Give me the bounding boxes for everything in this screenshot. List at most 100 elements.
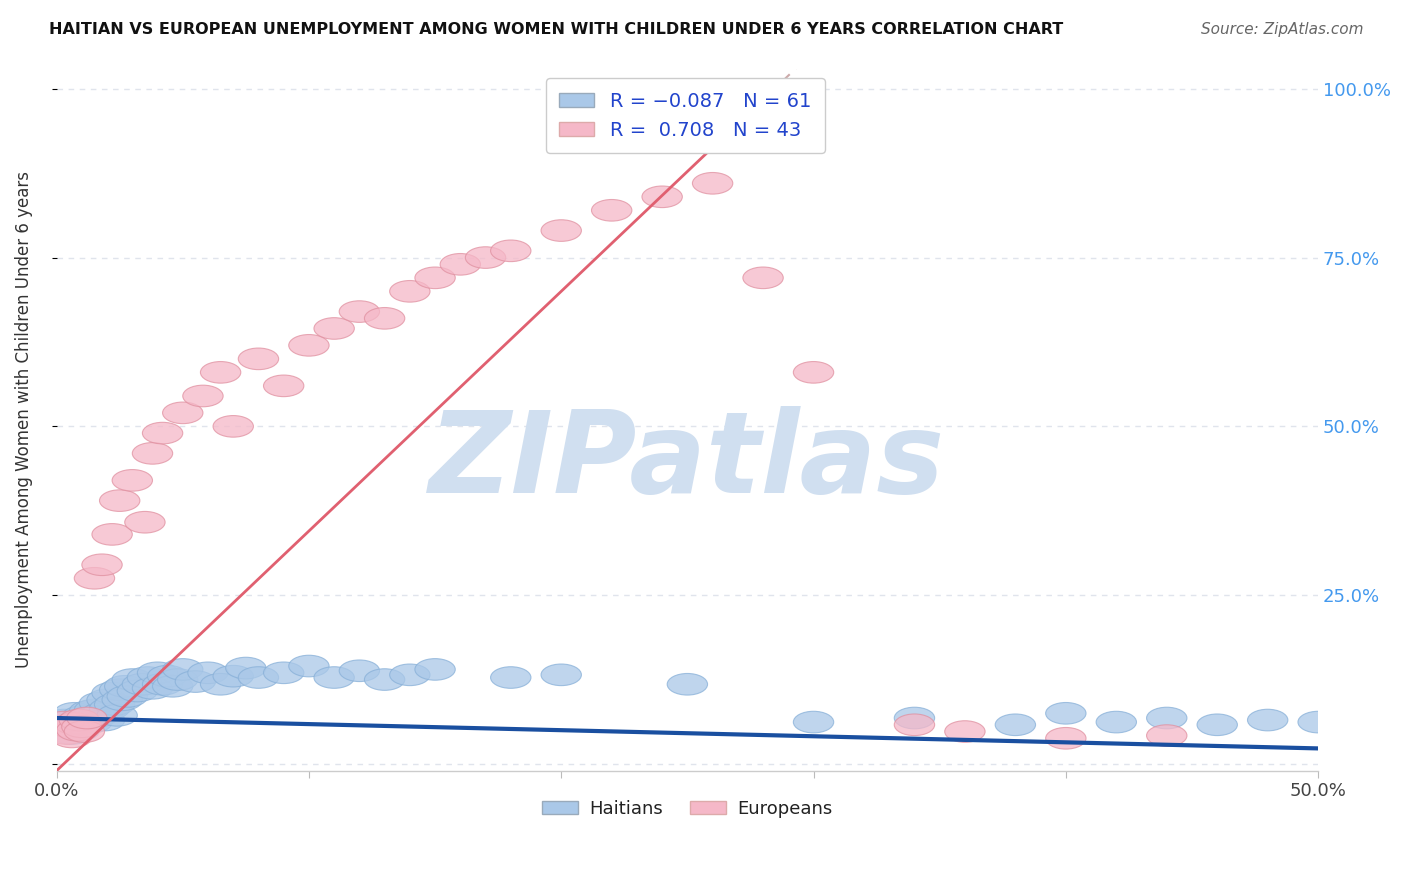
Ellipse shape bbox=[125, 511, 165, 533]
Ellipse shape bbox=[100, 679, 139, 700]
Ellipse shape bbox=[91, 524, 132, 545]
Ellipse shape bbox=[214, 665, 253, 687]
Ellipse shape bbox=[82, 554, 122, 575]
Ellipse shape bbox=[163, 658, 202, 681]
Ellipse shape bbox=[1046, 728, 1085, 749]
Ellipse shape bbox=[59, 719, 100, 741]
Ellipse shape bbox=[66, 707, 107, 729]
Ellipse shape bbox=[945, 721, 986, 742]
Ellipse shape bbox=[465, 247, 506, 268]
Ellipse shape bbox=[157, 669, 198, 690]
Ellipse shape bbox=[238, 666, 278, 689]
Ellipse shape bbox=[87, 689, 128, 711]
Ellipse shape bbox=[56, 719, 97, 741]
Text: ZIPatlas: ZIPatlas bbox=[429, 406, 945, 517]
Ellipse shape bbox=[49, 716, 90, 738]
Ellipse shape bbox=[142, 673, 183, 695]
Ellipse shape bbox=[214, 416, 253, 437]
Ellipse shape bbox=[995, 714, 1036, 736]
Ellipse shape bbox=[339, 660, 380, 681]
Ellipse shape bbox=[53, 703, 94, 724]
Ellipse shape bbox=[44, 709, 84, 731]
Ellipse shape bbox=[1197, 714, 1237, 736]
Ellipse shape bbox=[742, 267, 783, 289]
Ellipse shape bbox=[314, 666, 354, 689]
Ellipse shape bbox=[69, 700, 110, 723]
Ellipse shape bbox=[225, 657, 266, 679]
Ellipse shape bbox=[152, 675, 193, 698]
Ellipse shape bbox=[389, 280, 430, 302]
Ellipse shape bbox=[894, 714, 935, 736]
Ellipse shape bbox=[77, 706, 117, 728]
Ellipse shape bbox=[65, 714, 104, 736]
Ellipse shape bbox=[75, 699, 115, 721]
Ellipse shape bbox=[592, 200, 631, 221]
Ellipse shape bbox=[94, 694, 135, 715]
Ellipse shape bbox=[122, 673, 163, 695]
Ellipse shape bbox=[79, 692, 120, 714]
Ellipse shape bbox=[82, 703, 122, 724]
Ellipse shape bbox=[138, 662, 177, 683]
Ellipse shape bbox=[148, 665, 188, 687]
Ellipse shape bbox=[201, 361, 240, 384]
Ellipse shape bbox=[288, 656, 329, 677]
Ellipse shape bbox=[1298, 711, 1339, 733]
Ellipse shape bbox=[72, 711, 112, 733]
Ellipse shape bbox=[97, 705, 138, 726]
Ellipse shape bbox=[91, 682, 132, 704]
Ellipse shape bbox=[65, 721, 104, 742]
Ellipse shape bbox=[1247, 709, 1288, 731]
Ellipse shape bbox=[541, 219, 582, 242]
Ellipse shape bbox=[117, 681, 157, 702]
Ellipse shape bbox=[112, 669, 152, 690]
Ellipse shape bbox=[668, 673, 707, 695]
Ellipse shape bbox=[56, 713, 97, 734]
Ellipse shape bbox=[201, 673, 240, 695]
Y-axis label: Unemployment Among Women with Children Under 6 years: Unemployment Among Women with Children U… bbox=[15, 171, 32, 668]
Ellipse shape bbox=[188, 662, 228, 683]
Ellipse shape bbox=[53, 713, 94, 734]
Ellipse shape bbox=[132, 678, 173, 699]
Ellipse shape bbox=[692, 172, 733, 194]
Ellipse shape bbox=[52, 723, 91, 744]
Ellipse shape bbox=[100, 490, 139, 511]
Ellipse shape bbox=[84, 709, 125, 731]
Ellipse shape bbox=[62, 716, 103, 738]
Ellipse shape bbox=[364, 308, 405, 329]
Ellipse shape bbox=[52, 726, 91, 747]
Ellipse shape bbox=[75, 567, 115, 589]
Ellipse shape bbox=[128, 666, 167, 689]
Ellipse shape bbox=[163, 402, 202, 424]
Ellipse shape bbox=[1146, 725, 1187, 747]
Ellipse shape bbox=[90, 698, 129, 719]
Ellipse shape bbox=[46, 723, 87, 744]
Ellipse shape bbox=[288, 334, 329, 356]
Ellipse shape bbox=[793, 711, 834, 733]
Ellipse shape bbox=[491, 666, 531, 689]
Ellipse shape bbox=[112, 469, 152, 491]
Ellipse shape bbox=[415, 658, 456, 681]
Ellipse shape bbox=[793, 361, 834, 384]
Text: HAITIAN VS EUROPEAN UNEMPLOYMENT AMONG WOMEN WITH CHILDREN UNDER 6 YEARS CORRELA: HAITIAN VS EUROPEAN UNEMPLOYMENT AMONG W… bbox=[49, 22, 1063, 37]
Ellipse shape bbox=[107, 686, 148, 707]
Ellipse shape bbox=[183, 385, 224, 407]
Ellipse shape bbox=[176, 671, 215, 692]
Ellipse shape bbox=[59, 709, 100, 731]
Text: Source: ZipAtlas.com: Source: ZipAtlas.com bbox=[1201, 22, 1364, 37]
Ellipse shape bbox=[1146, 707, 1187, 729]
Ellipse shape bbox=[415, 267, 456, 289]
Ellipse shape bbox=[643, 186, 682, 208]
Ellipse shape bbox=[1097, 711, 1136, 733]
Ellipse shape bbox=[894, 707, 935, 729]
Ellipse shape bbox=[44, 711, 84, 733]
Ellipse shape bbox=[238, 348, 278, 369]
Ellipse shape bbox=[541, 664, 582, 686]
Ellipse shape bbox=[339, 301, 380, 322]
Ellipse shape bbox=[62, 706, 103, 728]
Ellipse shape bbox=[263, 662, 304, 683]
Ellipse shape bbox=[364, 669, 405, 690]
Ellipse shape bbox=[491, 240, 531, 261]
Ellipse shape bbox=[263, 375, 304, 397]
Ellipse shape bbox=[66, 707, 107, 729]
Ellipse shape bbox=[142, 422, 183, 444]
